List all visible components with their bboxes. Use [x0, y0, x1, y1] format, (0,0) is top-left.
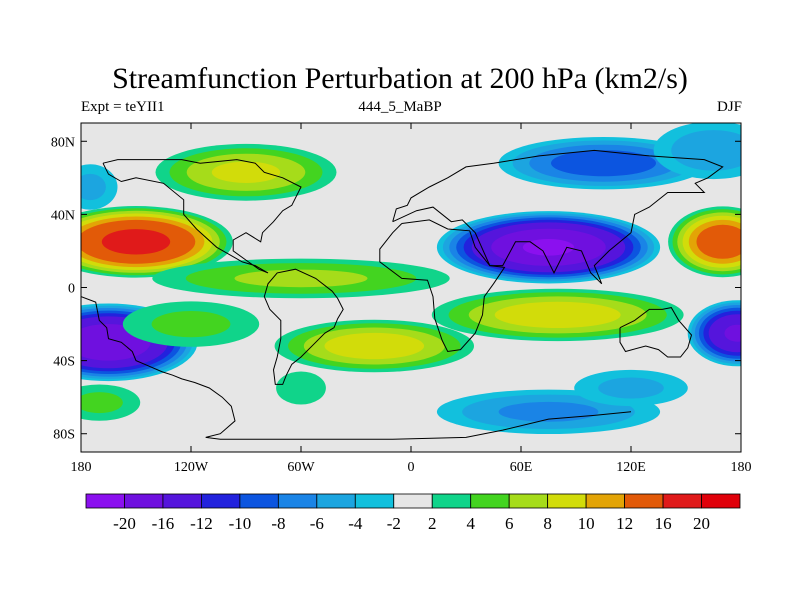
colorbar-label: 20 — [693, 514, 710, 533]
colorbar-label: 6 — [505, 514, 514, 533]
colorbar-swatch — [124, 493, 164, 509]
colorbar-swatch — [701, 493, 741, 509]
colorbar-swatch — [239, 493, 279, 509]
colorbar-swatch — [624, 493, 664, 509]
contour-band — [211, 161, 281, 183]
experiment-label: Expt = teYII1 — [81, 99, 165, 115]
colorbar-swatch — [547, 493, 587, 509]
colorbar-swatch — [431, 493, 472, 509]
x-tick-label: 180 — [71, 460, 92, 475]
contour-field — [81, 123, 741, 434]
coastline — [379, 219, 506, 353]
map-title: Streamfunction Perturbation at 200 hPa (… — [112, 62, 688, 95]
contour-band — [494, 301, 621, 328]
axis-ticks: 180 120W 60W 0 60E 120E 180 80N 40N 0 40S 80S — [51, 123, 752, 475]
colorbar-label: -4 — [348, 514, 363, 533]
colorbar-label: -12 — [190, 514, 213, 533]
x-tick-label: 120E — [616, 460, 646, 475]
contour-band — [522, 239, 575, 256]
y-tick-label: 80N — [51, 135, 75, 150]
case-label: 444_5_MaBP — [358, 99, 442, 115]
colorbar-label: 10 — [578, 514, 595, 533]
colorbar-swatch — [393, 493, 433, 509]
contour-band — [234, 269, 368, 288]
contour-band — [81, 173, 106, 201]
x-tick-label: 60E — [510, 460, 533, 475]
colorbar-label: -10 — [229, 514, 252, 533]
colorbar-swatch — [162, 493, 202, 509]
colorbar-label: -20 — [113, 514, 136, 533]
colorbar-swatch — [201, 493, 241, 509]
contour-band — [276, 371, 326, 405]
x-tick-label: 60W — [287, 460, 315, 475]
x-tick-label: 180 — [731, 460, 752, 475]
colorbar-label: -16 — [152, 514, 175, 533]
colorbar-label: 12 — [616, 514, 633, 533]
contour-band — [81, 392, 123, 414]
season-label: DJF — [716, 99, 742, 115]
contour-band — [724, 324, 741, 342]
coastline — [81, 296, 632, 440]
colorbar-swatch — [470, 493, 510, 509]
contour-band — [551, 150, 656, 177]
colorbar-swatch — [585, 493, 625, 509]
coastline — [619, 307, 693, 358]
colorbar: -20 -16 -12 -10 -8 -6 -4 -2 2 4 6 8 10 12 16 20 — [85, 493, 741, 533]
x-tick-label: 120W — [174, 460, 209, 475]
coastline — [392, 149, 724, 285]
colorbar-swatch — [662, 493, 702, 509]
x-tick-label: 0 — [408, 460, 415, 475]
y-tick-label: 80S — [53, 428, 75, 443]
colorbar-swatch — [85, 493, 125, 509]
coastline — [263, 268, 344, 385]
colorbar-label: 16 — [655, 514, 672, 533]
colorbar-swatch — [277, 493, 318, 509]
contour-band — [151, 311, 231, 338]
contour-band — [671, 130, 741, 171]
coastline — [102, 159, 302, 274]
colorbar-label: 4 — [466, 514, 475, 533]
contour-band — [598, 377, 664, 399]
colorbar-label: -6 — [310, 514, 324, 533]
colorbar-label: -8 — [271, 514, 285, 533]
y-tick-label: 0 — [68, 282, 75, 297]
coastlines — [81, 149, 724, 440]
y-tick-label: 40S — [53, 355, 75, 370]
contour-band — [696, 224, 741, 259]
colorbar-label: 8 — [543, 514, 552, 533]
colorbar-label: 2 — [428, 514, 437, 533]
y-tick-label: 40N — [51, 208, 75, 223]
contour-band — [101, 229, 171, 255]
colorbar-swatch — [354, 493, 395, 509]
colorbar-swatch — [316, 493, 356, 509]
colorbar-swatch — [508, 493, 549, 509]
contour-band — [324, 332, 425, 360]
colorbar-label: -2 — [387, 514, 401, 533]
